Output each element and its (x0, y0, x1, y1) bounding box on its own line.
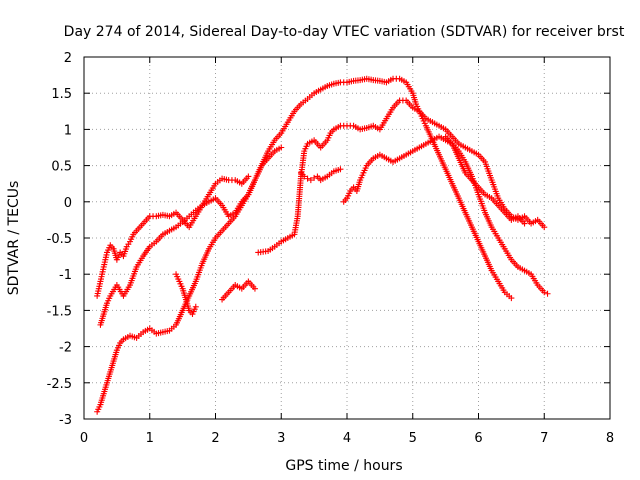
y-axis-label: SDTVAR / TECUs (6, 181, 22, 296)
series-track-i (442, 133, 528, 227)
data-point (508, 295, 515, 302)
series-track-g (297, 166, 344, 184)
y-tick-label: -2 (59, 341, 72, 356)
y-tick-label: -1 (59, 268, 72, 283)
y-tick-label: -0.5 (47, 232, 72, 247)
data-point (251, 285, 258, 292)
x-tick-label: 2 (211, 431, 219, 446)
data-point (541, 224, 548, 231)
x-axis-label: GPS time / hours (285, 458, 402, 474)
chart-title: Day 274 of 2014, Sidereal Day-to-day VTE… (64, 24, 625, 40)
series-track-a (94, 75, 515, 415)
series-track-f (255, 97, 548, 256)
tick-layer (83, 56, 611, 420)
y-tick-label: 0 (64, 196, 72, 211)
data-point (541, 289, 548, 296)
x-tick-label: 0 (80, 431, 88, 446)
series-track-e (219, 278, 258, 303)
data-layer (94, 75, 551, 415)
x-tick-label: 1 (146, 431, 154, 446)
x-tick-label: 8 (606, 431, 614, 446)
series-track-c (97, 144, 285, 328)
y-tick-label: 0.5 (51, 160, 72, 175)
x-tick-label: 3 (277, 431, 285, 446)
data-point (245, 173, 252, 180)
x-tick-label: 5 (409, 431, 417, 446)
y-tick-label: 2 (64, 51, 72, 66)
data-point (337, 166, 344, 173)
data-point (304, 175, 311, 182)
data-point (307, 177, 314, 184)
x-tick-label: 4 (343, 431, 351, 446)
y-tick-label: -1.5 (47, 304, 72, 319)
y-tick-label: -3 (59, 413, 72, 428)
data-point (521, 220, 528, 227)
data-point (544, 290, 551, 297)
x-tick-label: 6 (474, 431, 482, 446)
y-tick-label: -2.5 (47, 377, 72, 392)
x-tick-labels: 0 1 2 3 4 5 6 7 8 (80, 431, 614, 446)
data-point (192, 303, 199, 310)
y-tick-labels: -3 -2.5 -2 -1.5 -1 -0.5 0 0.5 1 1.5 2 (47, 51, 72, 428)
data-point (301, 173, 308, 180)
series-track-b (94, 173, 252, 299)
y-tick-label: 1 (64, 123, 72, 138)
y-tick-label: 1.5 (51, 87, 72, 102)
x-tick-label: 7 (540, 431, 548, 446)
data-point (278, 144, 285, 151)
series-track-d (173, 271, 199, 318)
